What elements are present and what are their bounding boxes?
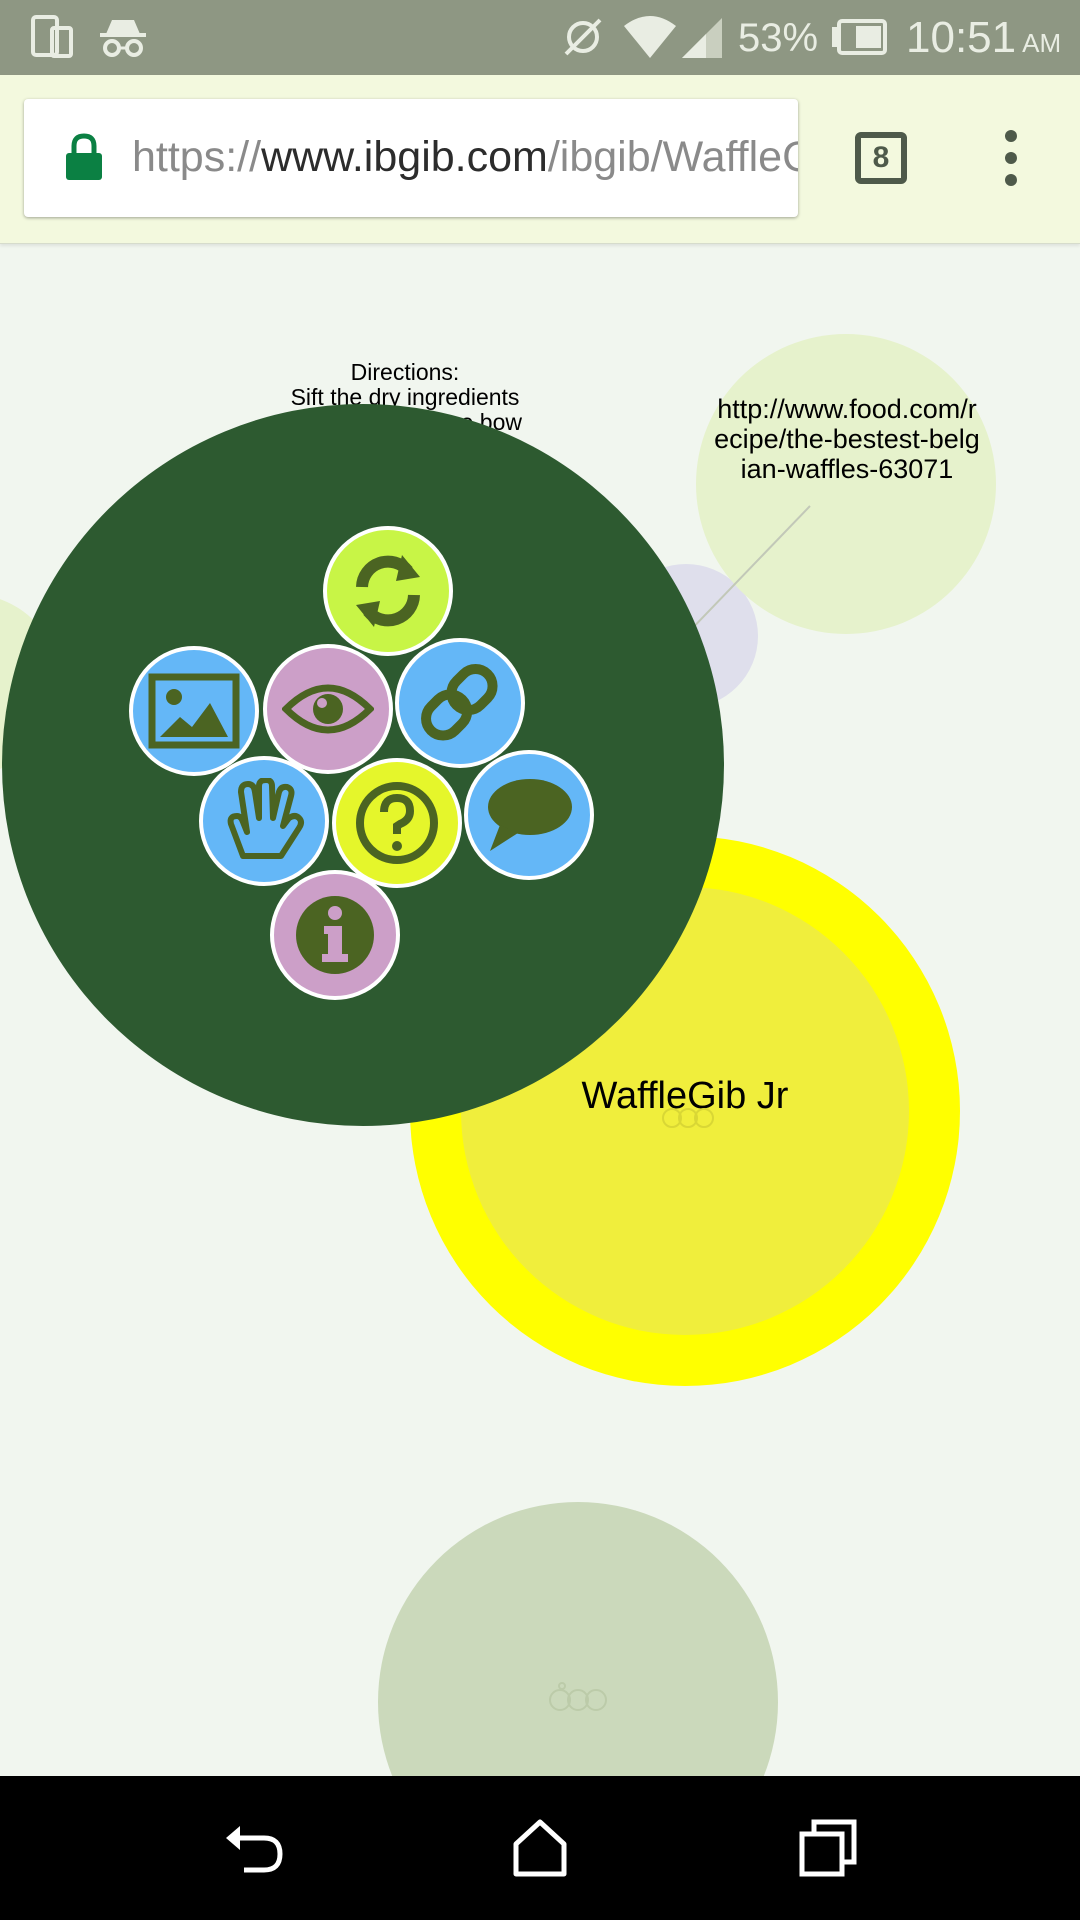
info-button[interactable] bbox=[270, 870, 400, 1000]
incognito-icon bbox=[100, 20, 146, 57]
battery-icon bbox=[832, 19, 887, 55]
hand-button[interactable] bbox=[199, 756, 329, 886]
info-icon bbox=[296, 896, 374, 974]
help-button[interactable] bbox=[332, 758, 462, 888]
link-button[interactable] bbox=[395, 638, 525, 768]
browser-toolbar: https://www.ibgib.com/ibgib/WaffleGib 8 bbox=[0, 75, 1080, 244]
status-bar: 53% 10:51 AM bbox=[0, 0, 1080, 75]
signal-icon bbox=[682, 18, 722, 58]
screen-rotate-icon bbox=[31, 15, 73, 58]
link-icon bbox=[421, 664, 498, 741]
hand-icon bbox=[227, 778, 304, 859]
image-icon bbox=[148, 673, 240, 749]
clock: 10:51 AM bbox=[906, 14, 1061, 67]
comment-icon bbox=[488, 779, 572, 851]
recents-icon[interactable] bbox=[796, 1816, 860, 1880]
tab-switcher-button[interactable]: 8 bbox=[855, 132, 907, 184]
ibgib-canvas[interactable]: http://www.food.com/recipe/the-bestest-b… bbox=[0, 244, 1080, 1776]
comment-button[interactable] bbox=[464, 750, 594, 880]
lock-icon bbox=[66, 133, 102, 180]
battery-percent: 53% bbox=[738, 16, 819, 60]
menu-dot-icon bbox=[1005, 130, 1017, 142]
view-button[interactable] bbox=[263, 644, 393, 774]
url-scheme: https:// bbox=[132, 133, 262, 181]
menu-dot-icon bbox=[1005, 174, 1017, 186]
sync-off-icon bbox=[564, 18, 602, 56]
wifi-icon bbox=[624, 16, 676, 58]
question-icon bbox=[356, 782, 438, 864]
eye-icon bbox=[282, 684, 374, 734]
link-bubble[interactable] bbox=[696, 334, 996, 634]
url-path: /ibgib/WaffleGib bbox=[547, 133, 798, 181]
refresh-icon bbox=[356, 555, 420, 627]
directions-line: Directions: bbox=[350, 359, 460, 385]
url-text[interactable]: https://www.ibgib.com/ibgib/WaffleGib bbox=[132, 129, 798, 185]
image-button[interactable] bbox=[129, 646, 259, 776]
connector-line bbox=[681, 505, 811, 640]
url-host: www.ibgib.com bbox=[261, 133, 548, 181]
ibgib-logo-icon bbox=[662, 1108, 714, 1128]
ibgib-logo-icon bbox=[549, 1682, 607, 1711]
bottom-bubble[interactable] bbox=[378, 1502, 778, 1776]
clock-time: 10:51 bbox=[906, 13, 1017, 62]
home-icon[interactable] bbox=[508, 1816, 572, 1880]
refresh-button[interactable] bbox=[323, 526, 453, 656]
overflow-menu-button[interactable] bbox=[996, 130, 1026, 186]
address-bar[interactable]: https://www.ibgib.com/ibgib/WaffleGib bbox=[24, 99, 798, 217]
back-icon[interactable] bbox=[222, 1816, 286, 1880]
clock-ampm: AM bbox=[1022, 28, 1062, 58]
link-bubble-text: http://www.food.com/recipe/the-bestest-b… bbox=[714, 394, 980, 484]
navigation-bar bbox=[0, 1776, 1080, 1920]
menu-dot-icon bbox=[1005, 152, 1017, 164]
action-menu-bubble bbox=[2, 404, 724, 1126]
